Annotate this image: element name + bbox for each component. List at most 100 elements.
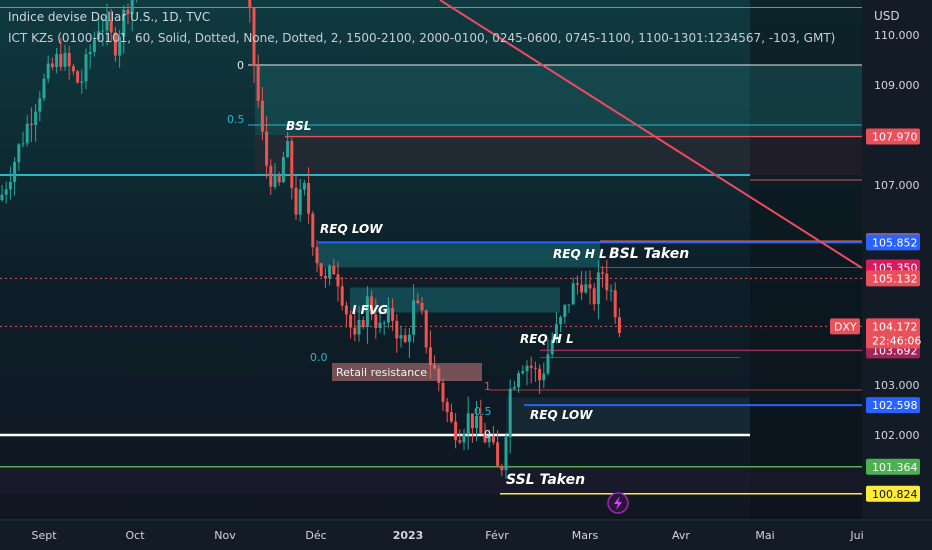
x-tick-label: Mars bbox=[572, 529, 599, 542]
candle bbox=[613, 282, 617, 324]
price-badge: 101.364 bbox=[866, 458, 920, 475]
annotation-fvg[interactable]: I FVG bbox=[352, 303, 388, 317]
y-tick-label: 102.000 bbox=[874, 429, 920, 442]
retail-resistance-label[interactable]: Retail resistance bbox=[332, 363, 482, 381]
candle bbox=[605, 259, 609, 301]
annotation-bsl[interactable]: BSL bbox=[286, 119, 311, 133]
price-badge: 107.970 bbox=[866, 128, 920, 145]
annotation-req-low-top[interactable]: REQ LOW bbox=[320, 222, 383, 236]
svg-text:101.364: 101.364 bbox=[872, 461, 918, 474]
trendline[interactable] bbox=[439, 0, 863, 269]
x-tick-label: 2023 bbox=[393, 529, 424, 542]
candle bbox=[336, 261, 340, 302]
candle bbox=[92, 31, 96, 57]
candle bbox=[365, 286, 369, 344]
candle bbox=[592, 283, 596, 311]
price-badge: 105.132 bbox=[866, 270, 920, 287]
candle bbox=[546, 339, 550, 376]
current-price-label: 104.172 bbox=[872, 320, 918, 333]
candle bbox=[101, 16, 105, 47]
candle bbox=[277, 171, 281, 186]
candle bbox=[445, 398, 449, 423]
candle bbox=[382, 320, 386, 336]
candle bbox=[395, 314, 399, 353]
x-tick-label: Nov bbox=[214, 529, 236, 542]
svg-text:DXY: DXY bbox=[834, 320, 857, 333]
candle bbox=[554, 312, 558, 344]
currency-label: USD bbox=[874, 9, 900, 23]
candle bbox=[273, 163, 277, 190]
x-tick-label: Sept bbox=[31, 529, 57, 542]
candle bbox=[269, 159, 273, 195]
candle bbox=[298, 178, 302, 222]
candle bbox=[260, 87, 264, 141]
svg-text:107.970: 107.970 bbox=[872, 131, 918, 144]
candle bbox=[286, 131, 290, 158]
candle bbox=[42, 73, 46, 102]
candle bbox=[29, 107, 33, 142]
candle bbox=[59, 37, 63, 71]
x-tick-label: Déc bbox=[305, 529, 326, 542]
svg-text:105.132: 105.132 bbox=[872, 272, 918, 285]
lightning-icon[interactable] bbox=[607, 492, 629, 514]
candle bbox=[466, 396, 470, 450]
candle bbox=[462, 428, 466, 450]
x-tick-label: Avr bbox=[672, 529, 690, 542]
candle bbox=[34, 103, 38, 142]
candle bbox=[353, 311, 357, 342]
candle bbox=[328, 263, 332, 286]
candle bbox=[458, 429, 462, 445]
candle bbox=[311, 210, 315, 256]
candle bbox=[315, 240, 319, 273]
candle bbox=[391, 298, 395, 331]
candle bbox=[533, 361, 537, 382]
candle bbox=[525, 360, 529, 386]
candle bbox=[290, 137, 294, 200]
candle bbox=[361, 316, 365, 330]
x-tick-label: Oct bbox=[125, 529, 145, 542]
candle bbox=[386, 297, 390, 329]
candle bbox=[97, 18, 101, 42]
fib-label-05-bottom: 0.5 bbox=[474, 405, 492, 418]
candle bbox=[449, 403, 453, 424]
candle bbox=[113, 26, 117, 62]
annotation-bsl-taken[interactable]: BSL Taken bbox=[609, 246, 689, 262]
candle bbox=[88, 44, 92, 69]
time-axis[interactable] bbox=[0, 520, 932, 550]
candle bbox=[416, 292, 420, 305]
candle bbox=[500, 463, 504, 476]
future-zone bbox=[750, 0, 862, 520]
premium-zone bbox=[255, 65, 862, 135]
candle bbox=[126, 3, 130, 25]
y-tick-label: 109.000 bbox=[874, 79, 920, 92]
candle bbox=[399, 325, 403, 348]
candle bbox=[412, 284, 416, 343]
candle bbox=[109, 8, 113, 43]
candle bbox=[424, 309, 428, 354]
fib-label-05-top: 0.5 bbox=[227, 113, 245, 126]
fib-label-0-top: 0 bbox=[237, 59, 244, 72]
candle bbox=[508, 379, 512, 454]
annotation-req-low-bottom[interactable]: REQ LOW bbox=[530, 408, 593, 422]
candle bbox=[584, 271, 588, 294]
annotation-ssl-taken[interactable]: SSL Taken bbox=[506, 472, 585, 488]
y-tick-label: 110.000 bbox=[874, 29, 920, 42]
candle bbox=[567, 304, 571, 314]
annotation-req-hl-mid[interactable]: REQ H L bbox=[520, 332, 574, 346]
candle bbox=[17, 143, 21, 171]
plot-area bbox=[0, 0, 862, 520]
indicator-legend[interactable]: ICT KZs (0100-0101, 60, Solid, Dotted, N… bbox=[8, 31, 836, 45]
candle bbox=[340, 276, 344, 311]
fib-label-00: 0.0 bbox=[310, 351, 328, 364]
chart-title: Indice devise Dollar U.S., 1D, TVC bbox=[8, 10, 211, 24]
annotation-req-hl-top[interactable]: REQ H L bbox=[553, 247, 607, 261]
candle bbox=[374, 298, 378, 339]
svg-text:Retail resistance: Retail resistance bbox=[336, 366, 427, 379]
x-tick-label: Jui bbox=[849, 529, 863, 542]
candle bbox=[21, 131, 25, 148]
candle bbox=[307, 167, 311, 224]
candle bbox=[323, 267, 327, 288]
candle bbox=[504, 432, 508, 479]
